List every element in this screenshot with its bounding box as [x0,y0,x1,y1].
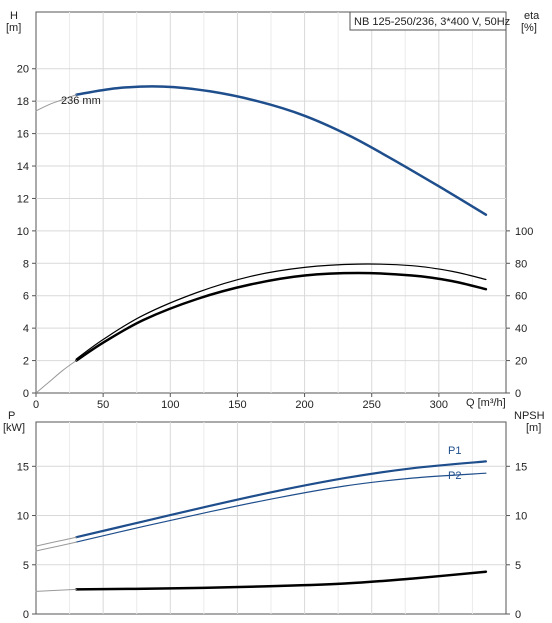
chart2-left-tick-label: 15 [17,461,29,473]
title-box [349,11,507,31]
power-npsh-chart: 0 5 10 15 0 5 10 15 P [kW] NPSH [m] P1 P2 [3,410,548,621]
chart2-series-p1 [75,460,487,539]
chart1-x-tick-label: 250 [363,399,381,411]
eta-axis-label: eta [%] [521,10,542,34]
p2-series-label: P2 [448,470,461,482]
chart1-x-tick-label: 200 [295,399,313,411]
chart1-x-tick-label: 300 [430,399,448,411]
chart2-right-tick-label: 10 [515,511,527,523]
chart1-x-tick-label: 150 [228,399,246,411]
impeller-diameter-annotation: 236 mm [61,95,101,107]
chart1-left-tick-label: 6 [23,291,29,303]
chart1-series [35,85,488,394]
chart1-right-tick-label: 80 [515,258,527,270]
power-axis-label-line2: [kW] [3,422,25,434]
chart2-right-tick-label: 5 [515,560,521,572]
chart2-series-p2-extension [35,541,77,552]
npsh-axis-label-line1: NPSH [514,410,545,422]
chart1-left-tick-label: 10 [17,226,29,238]
p1-series-label: P1 [448,445,461,457]
chart1-x-tick-label: 0 [33,399,39,411]
power-axis-label-line1: P [8,410,15,422]
chart1-series-head-extension [35,94,77,112]
chart1-series-head [75,85,488,216]
chart2-left-tick-label: 0 [23,609,29,621]
chart1-series-eta-extension [35,360,77,394]
head-axis-label: H [m] [6,10,21,34]
chart2-series-npsh-extension [35,588,77,592]
chart-title: NB 125-250/236, 3*400 V, 50Hz [354,16,510,28]
chart1-left-tick-label: 14 [17,161,29,173]
chart1-left-tick-label: 4 [23,323,29,335]
flow-axis-label: Q [m³/h] [466,397,506,409]
npsh-axis-label: NPSH [m] [514,410,548,434]
chart1-series-eta-thick [75,271,488,362]
npsh-axis-label-line2: [m] [526,422,541,434]
chart2-series-npsh [75,570,488,591]
chart2-series-p2 [75,472,487,543]
chart2-series [35,460,488,592]
chart1-left-tick-label: 20 [17,64,29,76]
chart1-x-tick-label: 50 [97,399,109,411]
chart1-series-eta-thin [75,263,487,360]
chart1-left-tick-label: 18 [17,96,29,108]
chart1-grid [36,12,506,393]
chart2-left-tick-label: 5 [23,560,29,572]
power-axis-label: P [kW] [3,410,25,434]
chart2-left-tick-label: 10 [17,511,29,523]
chart1-right-tick-label: 100 [515,226,533,238]
chart2-ticks: 0 5 10 15 0 5 10 15 [17,461,528,621]
eta-axis-label-line1: eta [524,10,540,22]
head-axis-label-line1: H [10,10,18,22]
chart1-right-tick-label: 40 [515,323,527,335]
chart2-grid [36,422,506,614]
chart1-left-tick-label: 2 [23,356,29,368]
chart1-right-tick-label: 0 [515,388,521,400]
chart1-x-tick-label: 100 [161,399,179,411]
chart1-right-tick-label: 60 [515,291,527,303]
chart1-left-tick-label: 12 [17,193,29,205]
chart1-left-tick-label: 0 [23,388,29,400]
chart2-right-tick-label: 15 [515,461,527,473]
chart2-series-p1-extension [35,536,77,547]
eta-axis-label-line2: [%] [521,22,537,34]
chart1-left-tick-label: 16 [17,129,29,141]
chart1-left-tick-label: 8 [23,258,29,270]
chart2-right-tick-label: 0 [515,609,521,621]
head-axis-label-line2: [m] [6,22,21,34]
chart1-right-tick-label: 20 [515,356,527,368]
